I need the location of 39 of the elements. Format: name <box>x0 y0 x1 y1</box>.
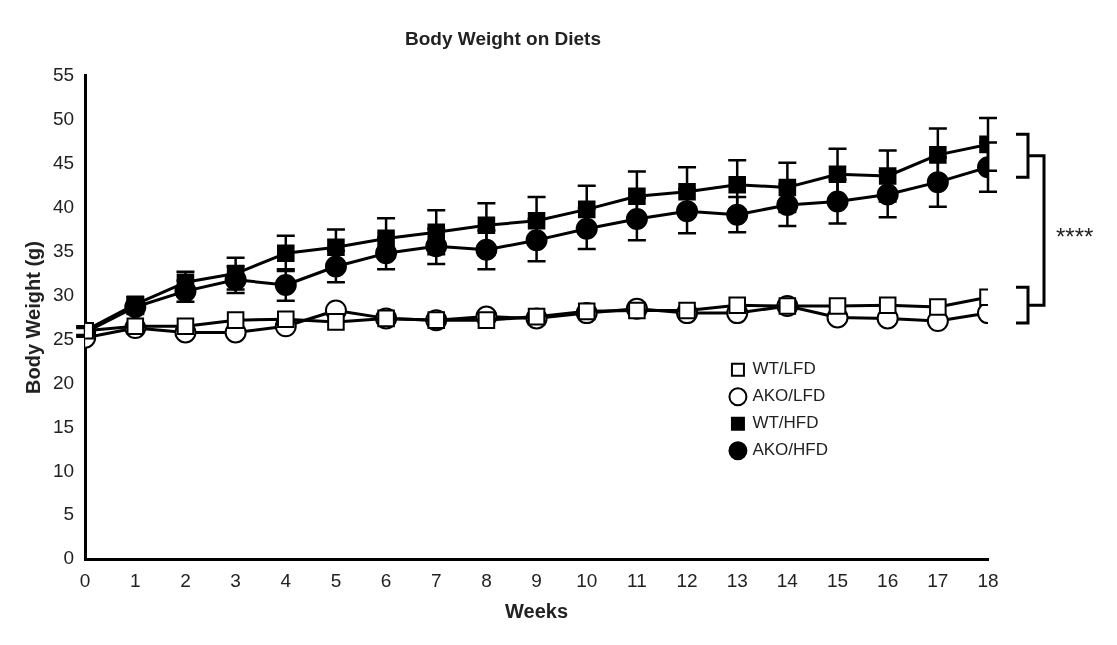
legend-label: WT/LFD <box>752 359 816 379</box>
x-tick-label: 1 <box>130 569 141 591</box>
x-tick-label: 11 <box>627 569 647 591</box>
x-tick-label: 0 <box>79 569 91 591</box>
x-tick-label: 8 <box>481 569 492 591</box>
x-tick-label: 9 <box>531 569 542 591</box>
y-tick-label: 30 <box>52 283 75 305</box>
legend-label: AKO/LFD <box>752 386 826 406</box>
y-tick-label: 55 <box>52 64 75 86</box>
x-tick-label: 17 <box>927 569 949 591</box>
y-tick-label: 45 <box>52 151 75 173</box>
legend-label: WT/HFD <box>752 413 819 433</box>
x-tick-label: 18 <box>977 569 999 591</box>
x-axis-title: Weeks <box>505 599 569 622</box>
x-tick-label: 6 <box>380 569 392 591</box>
x-tick-label: 13 <box>726 569 748 591</box>
x-tick-label: 12 <box>676 569 698 591</box>
x-tick-label: 5 <box>330 569 342 591</box>
chart-title: Body Weight on Diets <box>405 27 601 49</box>
x-tick-label: 7 <box>430 569 442 591</box>
y-tick-label: 20 <box>52 371 75 393</box>
x-tick-label: 15 <box>826 569 849 591</box>
y-tick-label: 0 <box>63 547 75 569</box>
y-axis-title: Body Weight (g) <box>21 241 44 394</box>
x-tick-label: 16 <box>877 569 899 591</box>
x-tick-label: 10 <box>576 569 598 591</box>
x-tick-label: 14 <box>776 569 799 591</box>
y-tick-label: 5 <box>63 503 75 525</box>
y-tick-label: 35 <box>52 239 75 261</box>
text: **** <box>1056 223 1094 251</box>
y-tick-label: 50 <box>52 107 75 129</box>
y-tick-label: 15 <box>52 415 75 437</box>
y-tick-label: 10 <box>52 459 75 481</box>
x-tick-label: 4 <box>280 569 292 591</box>
x-tick-label: 2 <box>180 569 191 591</box>
y-tick-label: 40 <box>52 195 75 217</box>
y-tick-label: 25 <box>52 327 75 349</box>
x-tick-label: 3 <box>230 569 241 591</box>
legend-label: AKO/HFD <box>752 440 828 460</box>
